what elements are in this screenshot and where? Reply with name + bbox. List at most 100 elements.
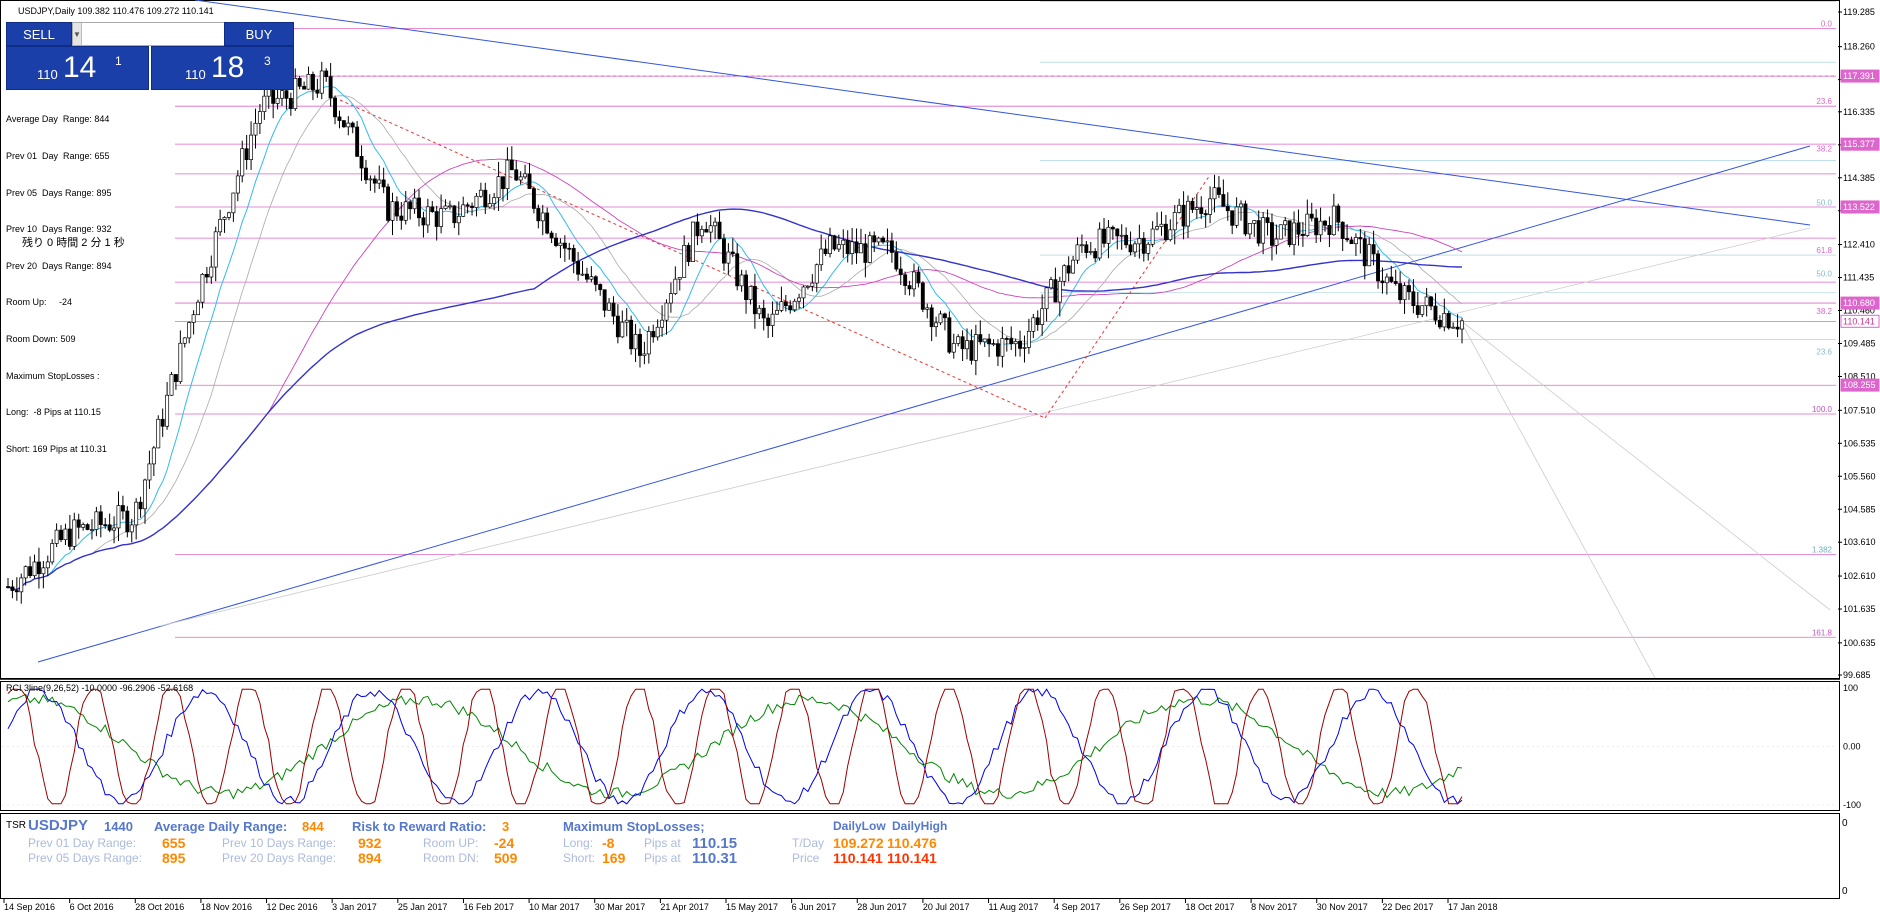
candle-body (1442, 313, 1447, 328)
rci-green-line (7, 693, 1463, 800)
time-axis-label: 4 Sep 2017 (1054, 902, 1100, 912)
candle-body (960, 336, 965, 350)
candle-body (1208, 198, 1213, 215)
candle-body (112, 527, 117, 531)
fib-level-label: 0.0 (1821, 19, 1833, 28)
lot-decrease-icon[interactable]: ▼ (73, 23, 82, 45)
tsr-timeframe: 1440 (104, 819, 133, 834)
sell-quote-pips: 14 (63, 51, 97, 84)
price-axis-label: 101.635 (1843, 604, 1876, 614)
sell-quote[interactable]: 110 14 1 (6, 46, 149, 90)
candle-body (1300, 233, 1305, 236)
fib-level-label: 38.2 (1816, 307, 1832, 316)
stats-line: Short: 169 Pips at 110.31 (6, 443, 107, 454)
tsr-tday-high: 110.476 (887, 835, 937, 851)
candle-body (947, 317, 952, 353)
candle-body (1040, 308, 1045, 325)
candle-body (257, 111, 262, 124)
buy-quote[interactable]: 110 18 3 (151, 46, 294, 90)
candle-body (1071, 259, 1076, 274)
candle-body (708, 225, 713, 233)
candle-body (735, 253, 740, 287)
price-axis-label: 110.460 (1843, 306, 1875, 316)
buy-quote-prefix: 110 (185, 67, 206, 82)
stats-line: Prev 20 Days Range: 894 (6, 260, 112, 271)
candle-body (841, 239, 846, 245)
price-axis-label: 109.485 (1843, 339, 1876, 349)
candle-body (567, 247, 572, 250)
candle-body (412, 197, 417, 210)
candle-body (686, 245, 691, 262)
price-axis-label: 112.410 (1843, 240, 1875, 250)
price-axis-label: 106.535 (1843, 438, 1876, 448)
candle-body (1451, 326, 1456, 329)
lot-size-input[interactable] (81, 23, 264, 45)
candle-body (540, 212, 545, 222)
candle-countdown: 残り 0 時間 2 分 1 秒 (22, 237, 125, 249)
candle-body (319, 70, 324, 94)
trendline-support (37, 145, 1811, 663)
candle-body (1283, 220, 1288, 226)
candle-body (350, 122, 355, 128)
candle-body (160, 418, 165, 427)
candle-body (699, 229, 704, 237)
candle-body (642, 353, 647, 356)
candle-body (1402, 285, 1407, 301)
buy-button[interactable]: BUY (224, 22, 294, 46)
candle-body (938, 313, 943, 324)
sell-button[interactable]: SELL (6, 22, 72, 46)
time-axis-label: 28 Oct 2016 (135, 902, 184, 912)
candle-body (333, 97, 337, 118)
candle-body (881, 237, 886, 243)
price-axis-label: 108.510 (1843, 371, 1876, 381)
candle-body (76, 519, 81, 528)
time-axis-label: 8 Nov 2017 (1251, 902, 1297, 912)
candle-body (629, 319, 634, 350)
candle-body (1102, 228, 1106, 244)
candle-body (562, 242, 567, 249)
candle-body (739, 274, 744, 287)
rci-red-line (7, 688, 1463, 805)
candle-body (1460, 320, 1464, 330)
candle-body (810, 282, 815, 287)
candle-body (726, 251, 731, 264)
candle-body (1318, 220, 1323, 236)
candle-body (854, 241, 859, 254)
candle-body (1393, 281, 1398, 284)
candle-body (54, 529, 59, 544)
candle-body (297, 78, 302, 87)
candle-body (1124, 234, 1129, 246)
candle-body (744, 274, 748, 301)
price-tag-label: 110.680 (1843, 298, 1875, 308)
fib-level-label: 23.6 (1816, 97, 1832, 106)
candle-body (1380, 280, 1385, 284)
candle-body (1062, 265, 1067, 282)
candle-body (1239, 203, 1243, 208)
candle-body (72, 519, 77, 547)
time-axis-label: 17 Jan 2018 (1448, 902, 1498, 912)
rci-blue-line (7, 688, 1463, 805)
candle-body (306, 74, 311, 90)
candle-body (1433, 305, 1438, 321)
tsr-prev20-value: 894 (358, 850, 382, 866)
candle-body (823, 248, 828, 255)
candle-body (147, 463, 152, 481)
price-tag-box (1840, 378, 1880, 392)
candle-body (1429, 296, 1434, 307)
candle-body (1243, 203, 1248, 235)
candle-body (704, 229, 709, 233)
candle-body (1172, 212, 1177, 231)
candle-body (761, 307, 766, 319)
candle-body (284, 90, 289, 99)
candle-body (677, 277, 682, 280)
time-axis-label: 25 Jan 2017 (398, 902, 448, 912)
sell-quote-fraction: 1 (115, 54, 122, 68)
candle-body (775, 310, 779, 315)
stats-line: Average Day Range: 844 (6, 114, 110, 125)
candle-body (1199, 207, 1204, 214)
candle-body (1371, 244, 1376, 255)
price-tags: 117.391 115.377 113.522 110.680 110.141 108.2… (1840, 69, 1880, 392)
trendline-grey (159, 227, 1811, 627)
rci-axis-label: -100 (1843, 800, 1861, 810)
